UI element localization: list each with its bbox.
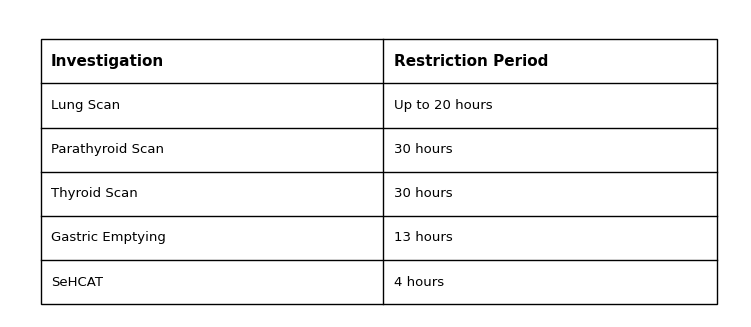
Text: Thyroid Scan: Thyroid Scan [51, 187, 138, 200]
Text: 13 hours: 13 hours [394, 232, 453, 244]
Text: 30 hours: 30 hours [394, 187, 453, 200]
Text: Up to 20 hours: Up to 20 hours [394, 99, 493, 112]
Text: Gastric Emptying: Gastric Emptying [51, 232, 166, 244]
Text: Investigation: Investigation [51, 54, 164, 69]
Text: 30 hours: 30 hours [394, 143, 453, 156]
Text: SeHCAT: SeHCAT [51, 276, 103, 288]
Text: 4 hours: 4 hours [394, 276, 444, 288]
Text: Restriction Period: Restriction Period [394, 54, 548, 69]
Bar [41, 39, 717, 304]
Text: Lung Scan: Lung Scan [51, 99, 120, 112]
Text: Parathyroid Scan: Parathyroid Scan [51, 143, 164, 156]
